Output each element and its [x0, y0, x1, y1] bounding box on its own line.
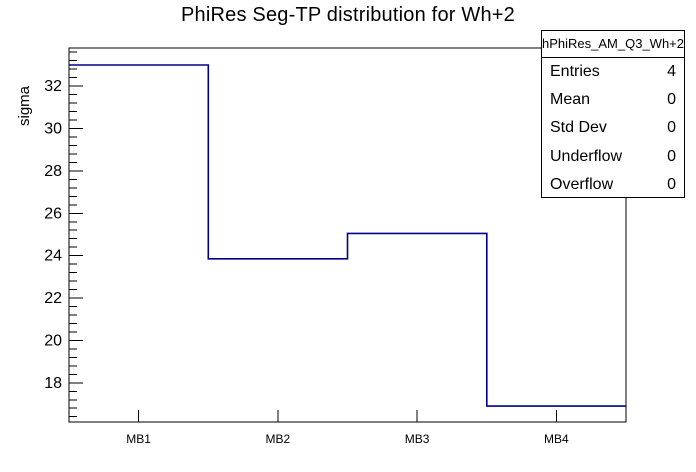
y-tick-label: 30	[44, 121, 62, 138]
y-tick-label: 24	[44, 248, 62, 265]
stats-row-value: 0	[667, 91, 676, 109]
stats-box-title: hPhiRes_AM_Q3_Wh+2	[542, 31, 684, 58]
stats-row-label: Entries	[550, 63, 600, 81]
stats-row: Overflow 0	[542, 171, 684, 199]
histogram-line	[69, 64, 626, 407]
chart-title: PhiRes Seg-TP distribution for Wh+2	[180, 4, 515, 26]
x-tick-label: MB3	[405, 432, 430, 446]
stats-row-label: Underflow	[550, 147, 623, 165]
plot-frame	[68, 47, 627, 423]
y-tick-label: 20	[44, 332, 62, 349]
y-tick-label: 28	[44, 163, 62, 180]
x-tick-label: MB2	[266, 432, 291, 446]
y-tick-label: 32	[44, 78, 62, 95]
x-tick-label: MB4	[544, 432, 569, 446]
stats-row-value: 0	[667, 119, 676, 137]
stats-row: Underflow 0	[542, 143, 684, 171]
y-tick-label: 18	[44, 375, 62, 392]
stats-box-rows: Entries 4 Mean 0 Std Dev 0 Underflow 0 Overflow 0	[542, 58, 684, 199]
stats-row: Std Dev 0	[542, 114, 684, 142]
stats-row: Entries 4	[542, 58, 684, 86]
stats-row-label: Std Dev	[550, 119, 607, 137]
stats-row-label: Overflow	[550, 175, 614, 193]
stats-row-label: Mean	[550, 91, 591, 109]
y-tick-label: 26	[44, 205, 62, 222]
stats-box: hPhiRes_AM_Q3_Wh+2 Entries 4 Mean 0 Std Dev 0…	[541, 30, 685, 198]
x-tick-label: MB1	[126, 432, 151, 446]
stats-row-value: 0	[667, 147, 676, 165]
y-tick-label: 22	[44, 290, 62, 307]
stats-row-value: 0	[667, 175, 676, 193]
stats-row: Mean 0	[542, 86, 684, 114]
stats-row-value: 4	[667, 63, 676, 81]
